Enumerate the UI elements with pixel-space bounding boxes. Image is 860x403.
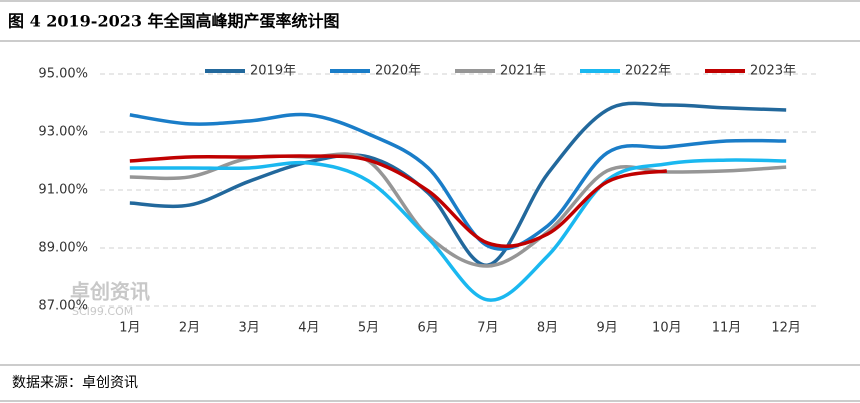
legend-label: 2020年 (375, 64, 421, 79)
legend-label: 2021年 (500, 64, 546, 79)
x-tick-label: 8月 (537, 321, 558, 336)
series-line (129, 154, 668, 248)
series-line (129, 158, 787, 302)
x-tick-label: 1月 (119, 321, 140, 336)
y-tick-label: 87.00% (38, 299, 88, 314)
series-line (129, 112, 787, 251)
y-tick-label: 89.00% (38, 241, 88, 256)
series-line (129, 101, 787, 267)
y-tick-label: 91.00% (38, 183, 88, 198)
chart-title: 图 4 2019-2023 年全国高峰期产蛋率统计图 (8, 12, 340, 31)
source: 数据来源：卓创资讯 (12, 375, 138, 391)
x-tick-label: 3月 (239, 321, 260, 336)
x-tick-label: 6月 (418, 321, 439, 336)
watermark: SCI99.COM (72, 305, 133, 318)
x-tick-label: 2月 (179, 321, 200, 336)
x-tick-label: 5月 (358, 321, 379, 336)
watermark: 卓创资讯 (70, 280, 150, 304)
x-tick-label: 4月 (298, 321, 319, 336)
x-tick-label: 10月 (652, 321, 682, 336)
x-tick-label: 9月 (597, 321, 618, 336)
x-tick-label: 7月 (477, 321, 498, 336)
legend-label: 2022年 (625, 64, 671, 79)
y-tick-label: 95.00% (38, 67, 88, 82)
x-tick-label: 12月 (771, 321, 801, 336)
legend-label: 2023年 (750, 64, 796, 79)
x-tick-label: 11月 (712, 321, 742, 336)
y-tick-label: 93.00% (38, 125, 88, 140)
legend-label: 2019年 (250, 64, 296, 79)
